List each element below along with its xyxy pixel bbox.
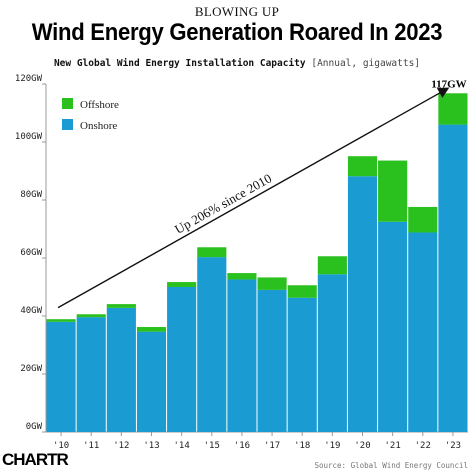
bar-onshore (167, 287, 197, 432)
legend-offshore-swatch (62, 98, 73, 109)
bar-offshore (438, 93, 468, 125)
y-tick-label: 40GW (20, 306, 42, 316)
x-tick-label: '23 (445, 441, 461, 451)
x-tick-label: '13 (143, 441, 159, 451)
bar-offshore (378, 160, 408, 222)
bar-onshore (46, 321, 76, 432)
legend-onshore-label: Onshore (80, 120, 117, 132)
y-tick-label: 100GW (15, 132, 43, 142)
bar-offshore (227, 273, 257, 280)
x-tick-label: '22 (415, 441, 431, 451)
legend-offshore-label: Offshore (80, 99, 119, 111)
bar-onshore (106, 307, 136, 432)
bar-onshore (347, 176, 378, 432)
bar-onshore (76, 317, 106, 432)
subtitle-unit: [Annual, gigawatts] (311, 58, 421, 69)
chart-kicker: BLOWING UP (194, 4, 280, 19)
chart-subtitle: New Global Wind Energy Installation Capa… (0, 58, 474, 69)
x-tick-label: '16 (234, 441, 250, 451)
bar-onshore (317, 274, 347, 432)
bar-offshore (287, 285, 317, 298)
bar-onshore (287, 297, 317, 432)
bar-offshore (167, 282, 197, 287)
bar-onshore (136, 331, 167, 432)
x-tick-label: '18 (294, 441, 310, 451)
bar-onshore (438, 124, 468, 432)
bar-offshore (106, 304, 136, 308)
bar-offshore (136, 327, 167, 332)
x-tick-label: '17 (264, 441, 280, 451)
x-tick-label: '21 (385, 441, 401, 451)
trend-arrow (57, 87, 450, 309)
bar-onshore (378, 221, 408, 432)
trend-annotation: Up 206% since 2010 (172, 170, 274, 236)
bar-onshore (227, 279, 257, 432)
y-tick-label: 0GW (26, 422, 43, 432)
bar-onshore (408, 232, 438, 432)
source-note: Source: Global Wind Energy Council (314, 461, 468, 470)
bar-offshore (347, 156, 378, 177)
bar-offshore (76, 314, 106, 318)
x-tick-label: '12 (113, 441, 129, 451)
total-2023-label: 117GW (431, 78, 466, 90)
x-tick-label: '10 (53, 441, 69, 451)
x-tick-label: '14 (174, 441, 190, 451)
chart-title: Wind Energy Generation Roared In 2023 (31, 19, 443, 46)
brand-logo: CHARTR (2, 450, 69, 469)
legend-onshore-swatch (62, 119, 73, 130)
y-tick-label: 20GW (20, 364, 42, 374)
y-tick-label: 60GW (20, 248, 42, 258)
bar-offshore (317, 256, 347, 275)
subtitle-main: New Global Wind Energy Installation Capa… (53, 58, 306, 69)
y-tick-label: 80GW (20, 190, 42, 200)
x-tick-label: '11 (83, 441, 99, 451)
bar-onshore (197, 257, 227, 432)
bar-offshore (408, 206, 438, 233)
y-tick-label: 120GW (15, 74, 43, 84)
bar-offshore (257, 277, 287, 290)
bar-offshore (197, 247, 227, 258)
bar-offshore (46, 319, 76, 322)
bar-onshore (257, 289, 287, 432)
x-tick-label: '20 (354, 441, 370, 451)
x-tick-label: '15 (204, 441, 220, 451)
x-tick-label: '19 (324, 441, 340, 451)
